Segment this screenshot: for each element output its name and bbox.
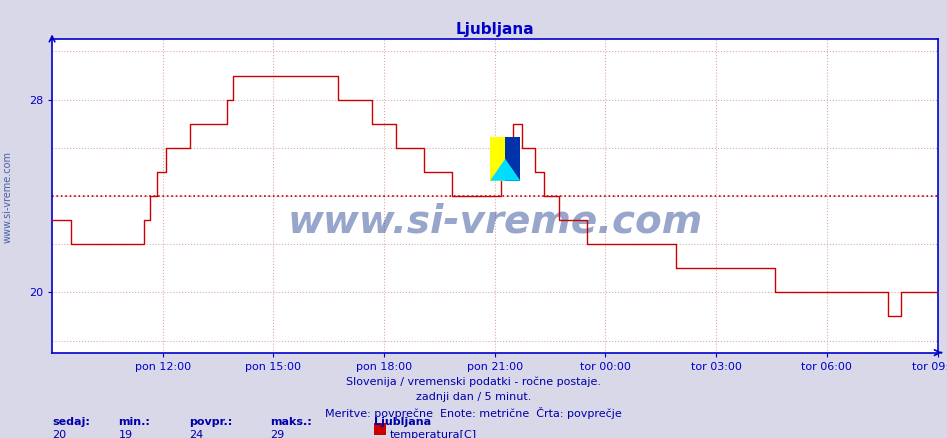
Text: 29: 29 <box>270 430 284 438</box>
Polygon shape <box>491 159 521 181</box>
Text: temperatura[C]: temperatura[C] <box>390 430 477 438</box>
Text: Meritve: povprečne  Enote: metrične  Črta: povprečje: Meritve: povprečne Enote: metrične Črta:… <box>325 407 622 419</box>
Text: 19: 19 <box>118 430 133 438</box>
Text: Ljubljana: Ljubljana <box>374 417 431 427</box>
Text: 20: 20 <box>52 430 66 438</box>
Text: 24: 24 <box>189 430 204 438</box>
Text: Slovenija / vremenski podatki - ročne postaje.: Slovenija / vremenski podatki - ročne po… <box>346 377 601 387</box>
Polygon shape <box>491 137 506 181</box>
Text: zadnji dan / 5 minut.: zadnji dan / 5 minut. <box>416 392 531 402</box>
Polygon shape <box>506 137 521 181</box>
Text: min.:: min.: <box>118 417 151 427</box>
Text: povpr.:: povpr.: <box>189 417 233 427</box>
Text: www.si-vreme.com: www.si-vreme.com <box>3 151 13 243</box>
Text: www.si-vreme.com: www.si-vreme.com <box>287 202 703 240</box>
Text: maks.:: maks.: <box>270 417 312 427</box>
Title: Ljubljana: Ljubljana <box>456 22 534 37</box>
Text: sedaj:: sedaj: <box>52 417 90 427</box>
